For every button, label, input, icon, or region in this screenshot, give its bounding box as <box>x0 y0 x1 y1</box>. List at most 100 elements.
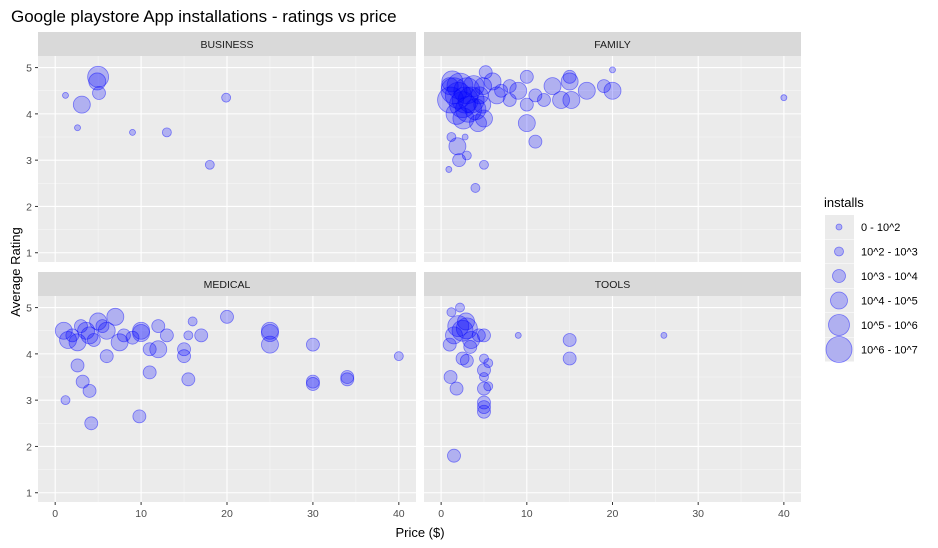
x-tick-label: 10 <box>521 508 533 520</box>
data-point <box>194 328 209 343</box>
data-point <box>447 448 461 463</box>
data-point <box>132 409 147 424</box>
legend-key-bg <box>825 239 854 264</box>
data-point <box>483 381 494 392</box>
y-tick-label: 1 <box>26 248 32 260</box>
data-point <box>562 69 577 84</box>
data-point <box>451 319 474 342</box>
data-point <box>502 79 517 93</box>
chart-title: Google playstore App installations - rat… <box>11 7 397 26</box>
legend-key-bg <box>825 288 854 313</box>
data-point <box>80 326 99 345</box>
data-point <box>125 330 140 345</box>
y-tick-label: 5 <box>26 303 32 315</box>
data-point <box>142 365 157 380</box>
data-point <box>89 312 108 331</box>
data-point <box>455 302 465 313</box>
data-point <box>445 326 463 345</box>
data-point <box>660 331 668 339</box>
data-point <box>132 324 150 342</box>
data-point <box>306 377 320 391</box>
data-point <box>87 65 110 88</box>
data-point <box>149 340 168 359</box>
data-point <box>340 372 355 387</box>
data-point <box>452 153 467 168</box>
y-tick-label: 4 <box>26 109 32 121</box>
data-point <box>132 321 150 340</box>
x-axis-label: Price ($) <box>395 525 444 540</box>
facet-panels: BUSINESS 1 2 3 4 5 FAMILY MEDICAL 1 2 3 4 5 0 10 20 30 40… <box>26 32 801 520</box>
facet-strip-label: BUSINESS <box>200 39 253 51</box>
data-point <box>453 77 481 105</box>
facet-strip-label: MEDICAL <box>204 279 251 291</box>
legend: installs 0 - 10^2 10^2 - 10^3 10^3 - 10^4 1… <box>824 195 918 363</box>
x-tick-label: 40 <box>778 508 790 520</box>
y-tick-label: 3 <box>26 155 32 167</box>
data-point <box>129 128 136 136</box>
data-point <box>577 81 596 100</box>
data-point <box>455 351 470 366</box>
data-point <box>110 333 129 352</box>
data-point <box>473 95 492 114</box>
data-point <box>603 81 622 100</box>
data-point <box>261 335 279 354</box>
data-point <box>562 333 577 347</box>
data-point <box>437 86 464 114</box>
data-point <box>82 383 97 398</box>
data-point <box>474 77 493 95</box>
data-point <box>84 416 99 431</box>
legend-title: installs <box>824 195 864 210</box>
data-point <box>99 349 114 364</box>
data-point <box>68 333 87 352</box>
facet-tools: TOOLS 0 10 20 30 40 <box>424 272 801 520</box>
data-point <box>142 342 157 357</box>
data-point <box>562 351 577 366</box>
x-tick-label: 0 <box>52 508 58 520</box>
data-point <box>528 88 543 103</box>
data-point <box>487 86 506 105</box>
data-point <box>560 72 579 91</box>
legend-key-bg <box>825 337 854 362</box>
legend-key-bg <box>825 264 854 288</box>
data-point <box>449 91 476 119</box>
facet-business: BUSINESS 1 2 3 4 5 <box>26 32 416 262</box>
data-point <box>464 98 487 121</box>
facet-family: FAMILY <box>424 32 801 262</box>
data-point <box>444 81 472 109</box>
data-point <box>478 65 493 80</box>
data-point <box>483 358 494 369</box>
x-tick-label: 30 <box>307 508 319 520</box>
legend-label: 10^5 - 10^6 <box>861 320 918 332</box>
data-point <box>447 315 470 337</box>
facet-strip <box>424 272 801 296</box>
data-point <box>448 137 467 156</box>
facet-strip <box>38 272 416 296</box>
data-point <box>457 86 485 114</box>
data-point <box>470 183 481 193</box>
data-point <box>502 93 517 107</box>
legend-label: 10^4 - 10^5 <box>861 296 918 308</box>
data-point <box>54 321 73 340</box>
data-point <box>95 319 110 333</box>
data-point <box>117 328 131 343</box>
data-point <box>181 372 196 387</box>
x-tick-label: 30 <box>692 508 704 520</box>
data-point <box>562 91 581 109</box>
data-point <box>543 77 562 95</box>
data-point <box>65 328 80 343</box>
data-point <box>440 77 468 105</box>
data-point <box>477 395 491 410</box>
data-point <box>75 374 90 389</box>
data-point <box>446 307 457 318</box>
data-point <box>459 353 474 368</box>
legend-key-bg <box>825 313 854 337</box>
data-point <box>519 97 534 112</box>
data-point <box>470 86 489 105</box>
facet-medical: MEDICAL 1 2 3 4 5 0 10 20 30 40 <box>26 272 416 520</box>
legend-key <box>834 246 844 257</box>
data-point <box>77 321 96 340</box>
data-point <box>440 77 459 95</box>
data-point <box>92 86 106 100</box>
data-point <box>483 72 502 91</box>
x-tick-label: 10 <box>135 508 147 520</box>
